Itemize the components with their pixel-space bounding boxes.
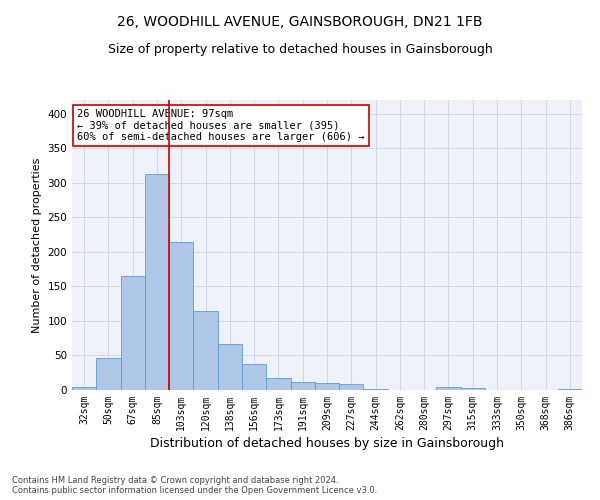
- Text: Contains HM Land Registry data © Crown copyright and database right 2024.
Contai: Contains HM Land Registry data © Crown c…: [12, 476, 377, 495]
- Bar: [169, 242, 193, 390]
- Bar: [436, 387, 461, 390]
- Bar: [558, 388, 582, 390]
- Y-axis label: Number of detached properties: Number of detached properties: [32, 158, 42, 332]
- Bar: [461, 388, 485, 390]
- Bar: [339, 384, 364, 390]
- Bar: [121, 276, 145, 390]
- Bar: [72, 387, 96, 390]
- Bar: [266, 378, 290, 390]
- Bar: [218, 344, 242, 390]
- Bar: [364, 388, 388, 390]
- Text: Size of property relative to detached houses in Gainsborough: Size of property relative to detached ho…: [107, 42, 493, 56]
- Bar: [242, 364, 266, 390]
- Text: 26, WOODHILL AVENUE, GAINSBOROUGH, DN21 1FB: 26, WOODHILL AVENUE, GAINSBOROUGH, DN21 …: [117, 15, 483, 29]
- Bar: [145, 174, 169, 390]
- Bar: [290, 382, 315, 390]
- Text: 26 WOODHILL AVENUE: 97sqm
← 39% of detached houses are smaller (395)
60% of semi: 26 WOODHILL AVENUE: 97sqm ← 39% of detac…: [77, 108, 365, 142]
- Bar: [96, 358, 121, 390]
- Bar: [193, 310, 218, 390]
- X-axis label: Distribution of detached houses by size in Gainsborough: Distribution of detached houses by size …: [150, 437, 504, 450]
- Bar: [315, 383, 339, 390]
